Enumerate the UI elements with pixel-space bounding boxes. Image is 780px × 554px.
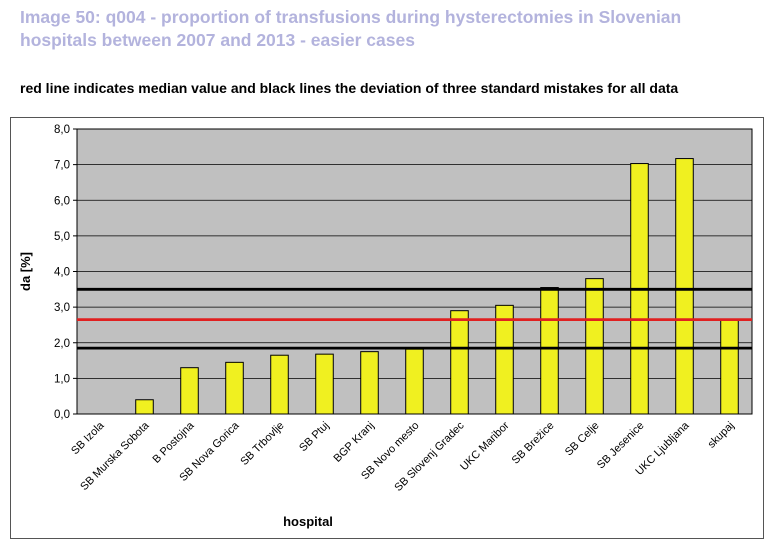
y-tick-label: 1,0 [54, 373, 70, 385]
x-tick-label: SB Izola [69, 419, 107, 457]
bar [225, 361, 244, 415]
bar [495, 304, 514, 415]
bar [135, 399, 154, 415]
x-axis-title: hospital [283, 514, 333, 529]
y-tick-label: 5,0 [54, 231, 70, 243]
x-tick-label: UKC Maribor [458, 419, 512, 473]
x-tick-label: SB Celje [563, 420, 602, 459]
x-tick-label: SB Brežice [510, 420, 557, 467]
y-tick-label: 3,0 [54, 302, 70, 314]
x-tick-label: SB Trbovlje [238, 420, 286, 468]
bar [450, 310, 469, 415]
y-tick-label: 4,0 [54, 267, 70, 279]
x-tick-label: BGP Kranj [332, 420, 377, 465]
y-tick-label: 0,0 [54, 409, 70, 421]
x-tick-label: skupaj [706, 420, 737, 451]
y-tick-label: 8,0 [54, 124, 70, 136]
y-tick-label: 7,0 [54, 160, 70, 172]
bar [585, 278, 604, 415]
y-tick-label: 6,0 [54, 195, 70, 207]
y-tick-label: 2,0 [54, 338, 70, 350]
x-tick-label: SB Ptuj [297, 420, 331, 454]
bar [720, 319, 739, 415]
chart-subtitle: red line indicates median value and blac… [20, 80, 679, 96]
y-axis-ticks: 0,0 1,0 2,0 3,0 4,0 5,0 6,0 7,0 8,0 [54, 124, 77, 421]
bar [540, 287, 559, 415]
bar [270, 354, 289, 415]
bar [315, 353, 334, 415]
reference-lines [77, 287, 752, 350]
bar [675, 158, 694, 415]
y-axis-title: da [%] [18, 252, 33, 291]
bar [405, 348, 424, 415]
bar [180, 367, 199, 415]
chart-title: Image 50: q004 - proportion of transfusi… [20, 7, 682, 50]
bar [360, 351, 379, 415]
x-tick-label: B Postojna [151, 419, 198, 466]
